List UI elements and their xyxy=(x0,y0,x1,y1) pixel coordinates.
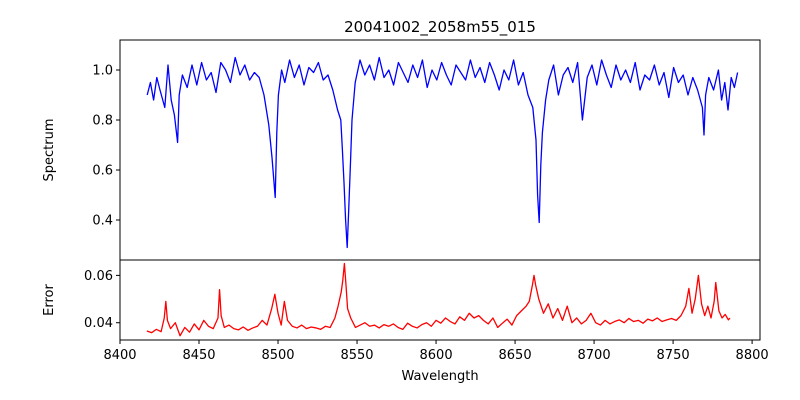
x-tick-label: 8800 xyxy=(736,348,769,363)
x-tick-label: 8750 xyxy=(657,348,690,363)
x-tick-label: 8500 xyxy=(261,348,294,363)
spectrum-y-tick-label: 1.0 xyxy=(92,64,113,79)
x-tick-label: 8550 xyxy=(340,348,373,363)
x-axis-label: Wavelength xyxy=(401,369,478,384)
error-y-tick-label: 0.04 xyxy=(84,316,113,331)
error-y-axis-label: Error xyxy=(42,284,57,316)
spectrum-series-line xyxy=(146,56,739,249)
error-panel: 0.04 0.06 8400 8450 8500 8550 8600 8650 8700 8750… xyxy=(84,259,769,363)
spectrum-y-axis-label: Spectrum xyxy=(42,119,57,182)
spectrum-y-tick-label: 0.6 xyxy=(92,164,113,179)
spectrum-y-tick-label: 0.4 xyxy=(92,214,113,229)
x-tick-label: 8600 xyxy=(420,348,453,363)
spectrum-y-tick-label: 0.8 xyxy=(92,114,113,129)
error-plot-frame xyxy=(119,259,761,341)
error-series-line xyxy=(146,262,731,337)
x-tick-label: 8450 xyxy=(182,348,215,363)
error-y-tick-label: 0.06 xyxy=(84,269,113,284)
x-tick-label: 8650 xyxy=(499,348,532,363)
chart-title: 20041002_2058m55_015 xyxy=(344,18,536,37)
x-tick-label: 8700 xyxy=(578,348,611,363)
x-tick-label: 8400 xyxy=(103,348,136,363)
